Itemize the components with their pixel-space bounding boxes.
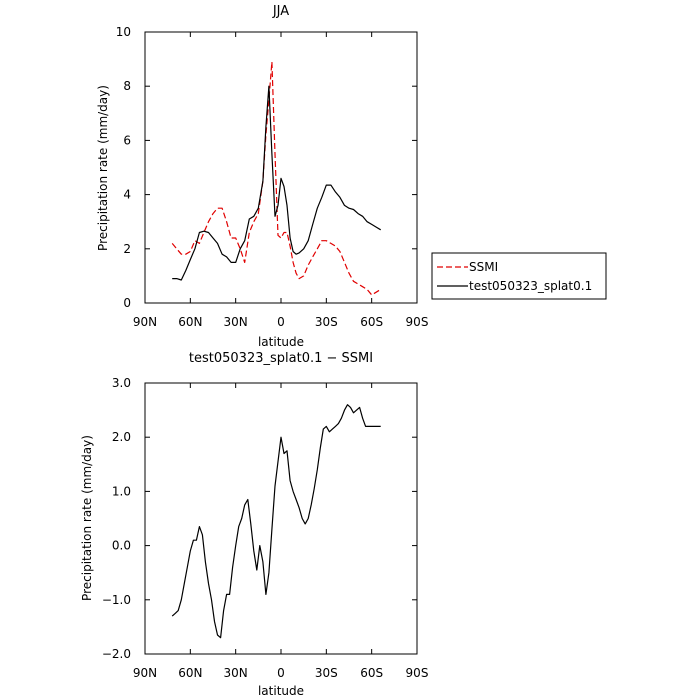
chart-top-plot-area: [144, 31, 418, 304]
chart-top-y-tick-label: 4: [123, 188, 131, 202]
chart-bottom-y-tick-label: −2.0: [102, 647, 131, 661]
chart-top-x-tick-label: 90N: [133, 315, 157, 329]
chart-top-title: JJA: [272, 4, 289, 19]
chart-bottom-x-axis-label: latitude: [258, 684, 304, 698]
chart-top-y-tick-label: 6: [123, 133, 131, 147]
chart-bottom-y-ticks: −2.0 −1.0 0.0 1.0 2.0 3.0: [102, 376, 417, 661]
chart-top-x-tick-label: 90S: [406, 315, 429, 329]
chart-bottom-y-tick-label: 0.0: [112, 539, 131, 553]
chart-top-y-tick-label: 0: [123, 296, 131, 310]
chart-bottom-title: test050323_splat0.1 − SSMI: [189, 351, 373, 366]
chart-bottom-x-tick-label: 60N: [178, 666, 202, 680]
legend-box: [431, 252, 607, 300]
chart-top-x-ticks: 90N 60N 30N 0 30S 60S 90S: [133, 32, 429, 329]
chart-bottom-x-ticks: 90N 60N 30N 0 30S 60S 90S: [133, 383, 429, 680]
chart-top-series: [171, 61, 382, 296]
legend-label-test: test050323_splat0.1: [469, 279, 592, 293]
chart-bottom-x-tick-label: 0: [277, 666, 285, 680]
chart-top-y-tick-label: 2: [123, 242, 131, 256]
chart-top-y-axis-label: Precipitation rate (mm/day): [96, 85, 110, 251]
chart-top-y-ticks: 0 2 4 6 8 10: [116, 25, 417, 310]
chart-bottom-y-tick-label: 3.0: [112, 376, 131, 390]
chart-top-jja: JJA 90N 60N 30N 0 30S 60S 90S 0 2 4 6 8 10 latitude…: [96, 4, 607, 349]
legend-label-ssmi: SSMI: [469, 260, 498, 274]
chart-bottom-series: [171, 404, 381, 639]
chart-top-x-tick-label: 60N: [178, 315, 202, 329]
chart-top-x-axis-label: latitude: [258, 335, 304, 349]
chart-bottom-x-tick-label: 90S: [406, 666, 429, 680]
chart-bottom-x-tick-label: 30N: [224, 666, 248, 680]
chart-bottom-x-tick-label: 90N: [133, 666, 157, 680]
chart-top-y-tick-label: 10: [116, 25, 131, 39]
chart-top-x-tick-label: 60S: [360, 315, 383, 329]
chart-top-y-tick-label: 8: [123, 79, 131, 93]
chart-bottom-y-axis-label: Precipitation rate (mm/day): [80, 435, 94, 601]
chart-top-legend: SSMI test050323_splat0.1: [431, 252, 607, 300]
chart-bottom-series-line-1: [171, 404, 381, 639]
chart-bottom-x-tick-label: 30S: [315, 666, 338, 680]
chart-top-x-tick-label: 30S: [315, 315, 338, 329]
chart-bottom-difference: test050323_splat0.1 − SSMI 90N 60N 30N 0 30S…: [80, 351, 428, 698]
chart-top-series-line-1: [171, 61, 382, 296]
chart-top-x-tick-label: 30N: [224, 315, 248, 329]
chart-bottom-x-tick-label: 60S: [360, 666, 383, 680]
chart-top-x-tick-label: 0: [277, 315, 285, 329]
chart-bottom-y-tick-label: 2.0: [112, 430, 131, 444]
chart-bottom-plot-area: [144, 382, 418, 655]
chart-bottom-y-tick-label: 1.0: [112, 484, 131, 498]
chart-top-series-line-2: [172, 85, 382, 281]
chart-bottom-y-tick-label: −1.0: [102, 593, 131, 607]
